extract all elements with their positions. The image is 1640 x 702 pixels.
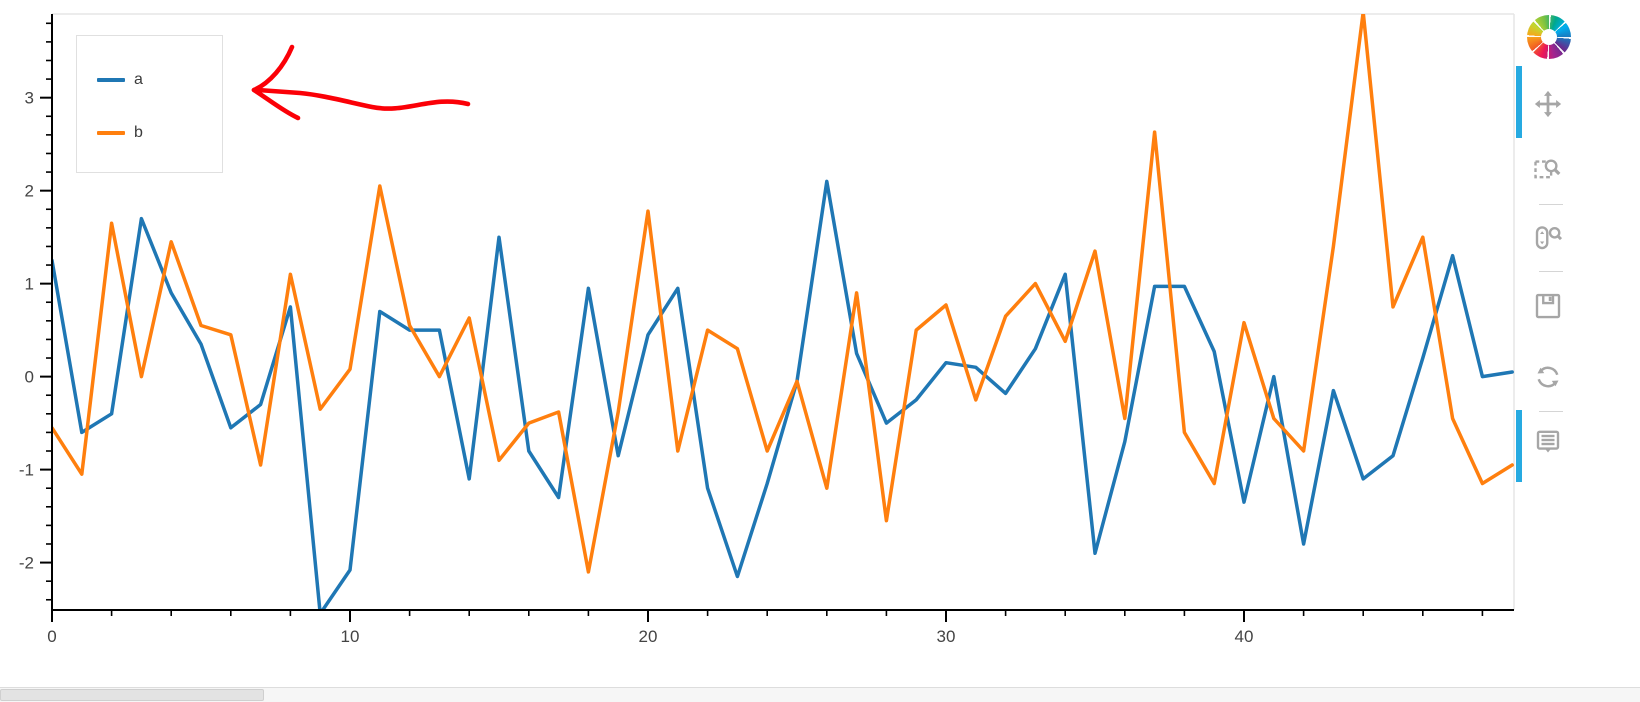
reset-icon bbox=[1537, 366, 1559, 388]
legend-label-a: a bbox=[134, 71, 143, 88]
toolbar-divider bbox=[1539, 204, 1563, 205]
series-b-line[interactable] bbox=[52, 12, 1514, 574]
toolbar bbox=[1515, 0, 1590, 500]
horizontal-scrollbar[interactable] bbox=[0, 687, 1640, 702]
hover-tool-button[interactable] bbox=[1533, 427, 1563, 457]
pan-tool-button[interactable] bbox=[1533, 89, 1563, 119]
x-tick-label: 40 bbox=[1235, 627, 1254, 646]
save-tool-button[interactable] bbox=[1533, 291, 1563, 321]
legend: a b bbox=[76, 35, 223, 173]
x-tick-label: 30 bbox=[937, 627, 956, 646]
x-tick-label: 20 bbox=[639, 627, 658, 646]
bokeh-logo[interactable] bbox=[1527, 15, 1571, 59]
legend-swatch-b bbox=[97, 131, 125, 135]
box-zoom-icon bbox=[1534, 159, 1561, 179]
legend-label-b: b bbox=[134, 124, 143, 141]
series-group bbox=[52, 12, 1514, 610]
y-tick-label: -1 bbox=[19, 461, 34, 480]
legend-item-a: a bbox=[97, 70, 143, 90]
x-tick-label: 0 bbox=[47, 627, 56, 646]
reset-tool-button[interactable] bbox=[1533, 362, 1563, 392]
box-zoom-tool-button[interactable] bbox=[1533, 154, 1563, 184]
save-icon bbox=[1535, 293, 1561, 319]
toolbar-divider bbox=[1539, 271, 1563, 272]
x-tick-label: 10 bbox=[341, 627, 360, 646]
pan-icon bbox=[1534, 90, 1562, 118]
pan-tool-active-indicator bbox=[1516, 66, 1522, 138]
toolbar-divider bbox=[1539, 411, 1563, 412]
legend-swatch-a bbox=[97, 78, 125, 82]
wheel-zoom-icon bbox=[1535, 226, 1563, 250]
y-tick-label: 2 bbox=[25, 182, 34, 201]
hover-icon bbox=[1536, 430, 1560, 453]
hover-tool-active-indicator bbox=[1516, 410, 1522, 482]
scrollbar-thumb[interactable] bbox=[0, 689, 264, 701]
wheel-zoom-tool-button[interactable] bbox=[1533, 223, 1563, 253]
legend-item-b: b bbox=[97, 123, 143, 143]
y-tick-label: 1 bbox=[25, 275, 34, 294]
y-tick-label: 3 bbox=[25, 89, 34, 108]
y-tick-label: 0 bbox=[25, 368, 34, 387]
y-tick-label: -2 bbox=[19, 554, 34, 573]
